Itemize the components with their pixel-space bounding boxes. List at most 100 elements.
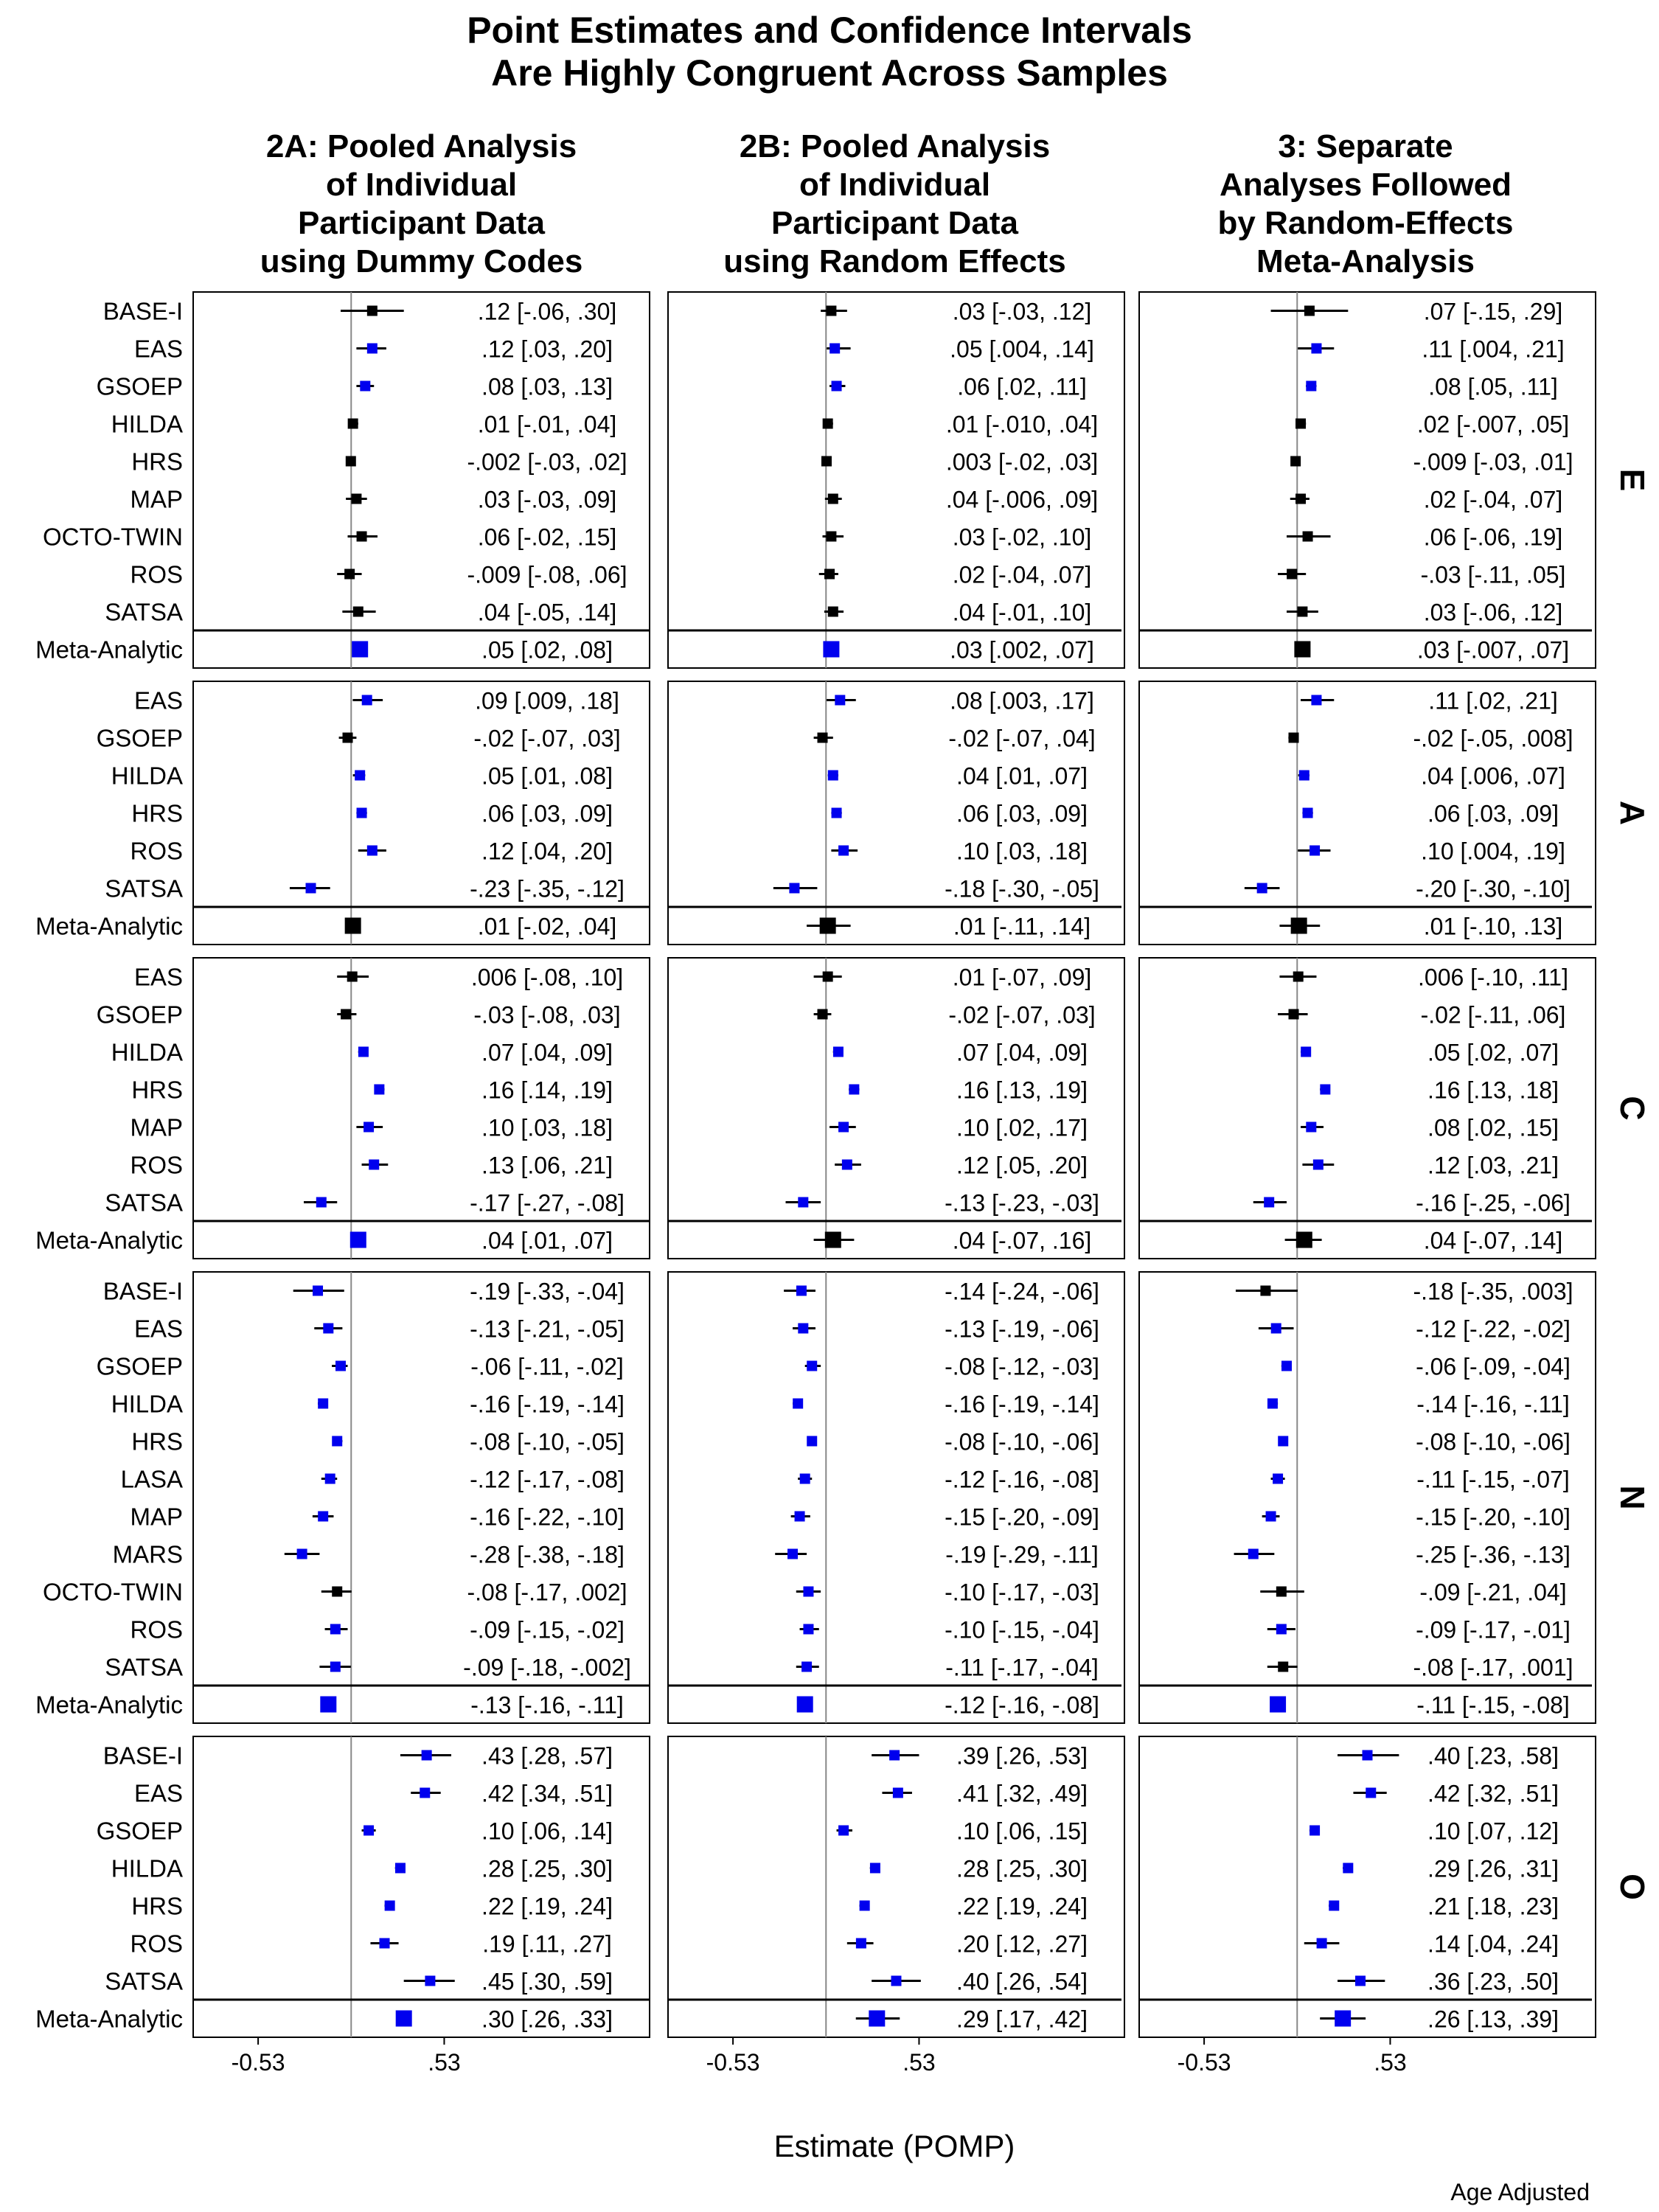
estimate-marker xyxy=(1290,456,1301,467)
estimate-label: -.25 [-.36, -.13] xyxy=(1416,1542,1571,1568)
meta-estimate-label: .04 [.01, .07] xyxy=(481,1228,613,1254)
estimate-label: -.23 [-.35, -.12] xyxy=(470,876,625,902)
caption: Age Adjusted xyxy=(1450,2179,1590,2205)
estimate-marker xyxy=(793,1398,804,1409)
estimate-marker xyxy=(323,1323,334,1334)
estimate-marker xyxy=(316,1197,327,1208)
estimate-marker xyxy=(356,531,367,542)
estimate-marker xyxy=(892,1787,903,1798)
estimate-marker xyxy=(356,807,367,818)
estimate-marker xyxy=(360,380,371,392)
panel-e: BASE-I EAS GSOEP HILDA HRS MAP OCTO-TWIN ROS SAT… xyxy=(35,291,1652,669)
estimate-marker xyxy=(827,770,838,781)
estimate-label: -.08 [-.10, -.05] xyxy=(470,1429,625,1455)
estimate-label: .11 [.004, .21] xyxy=(1422,336,1564,363)
estimate-label: -.009 [-.03, .01] xyxy=(1413,449,1573,476)
estimate-label: -.28 [-.38, -.18] xyxy=(470,1542,625,1568)
panel-o-col-3: .40 [.23, .58] .42 [.32, .51] .10 [.07, .1… xyxy=(1138,1736,1596,2038)
estimate-marker xyxy=(799,1473,810,1484)
column-title-2b-line: using Random Effects xyxy=(723,243,1066,279)
estimate-marker xyxy=(347,418,358,429)
estimate-marker xyxy=(838,845,849,856)
row-label-hrs: HRS xyxy=(131,1893,183,1920)
estimate-marker xyxy=(1343,1863,1354,1874)
row-label-ros: ROS xyxy=(130,1152,183,1179)
estimate-marker xyxy=(855,1938,866,1949)
estimate-label: -.09 [-.18, -.002] xyxy=(463,1655,631,1681)
estimate-label: -.19 [-.29, -.11] xyxy=(945,1542,1099,1568)
estimate-label: -.002 [-.03, .02] xyxy=(467,449,627,476)
row-label-eas: EAS xyxy=(134,964,183,991)
estimate-label: -.16 [-.19, -.14] xyxy=(945,1391,1099,1418)
estimate-marker xyxy=(330,1661,341,1672)
estimate-label: -.16 [-.25, -.06] xyxy=(1416,1190,1571,1217)
panel-frame xyxy=(667,957,1125,1259)
panel-a-col-2a: .09 [.009, .18] -.02 [-.07, .03] .05 [.01,… xyxy=(192,681,650,945)
estimate-marker xyxy=(1260,1285,1271,1296)
row-label-hilda: HILDA xyxy=(111,411,183,438)
panel-frame xyxy=(667,291,1125,669)
meta-estimate-label: .04 [-.07, .16] xyxy=(953,1228,1092,1254)
estimate-label: .21 [.18, .23] xyxy=(1427,1893,1559,1920)
estimate-marker xyxy=(1306,1121,1317,1133)
panel-frame xyxy=(667,1736,1125,2038)
estimate-label: .45 [.30, .59] xyxy=(481,1969,613,1995)
estimate-marker xyxy=(1311,343,1322,354)
row-label-ros: ROS xyxy=(130,561,183,588)
estimate-marker xyxy=(1256,883,1267,894)
row-label-ros: ROS xyxy=(130,1616,183,1644)
estimate-marker xyxy=(817,1009,828,1020)
estimate-label: .43 [.28, .57] xyxy=(481,1743,613,1770)
estimate-label: .08 [.05, .11] xyxy=(1428,374,1558,400)
estimate-marker xyxy=(869,1863,880,1874)
estimate-marker xyxy=(366,845,378,856)
meta-estimate-label: -.11 [-.15, -.08] xyxy=(1416,1692,1570,1719)
panel-a-col-3: .11 [.02, .21] -.02 [-.05, .008] .04 [.006… xyxy=(1138,681,1596,945)
estimate-marker xyxy=(364,1121,375,1133)
panel-frame xyxy=(1138,957,1596,1259)
estimate-label: .05 [.004, .14] xyxy=(950,336,1094,363)
estimate-label: .14 [.04, .24] xyxy=(1427,1931,1559,1958)
row-label-gsoep: GSOEP xyxy=(97,373,183,400)
estimate-label: .03 [-.03, .12] xyxy=(953,299,1092,325)
estimate-marker xyxy=(341,1009,352,1020)
meta-estimate-label: .29 [.17, .42] xyxy=(956,2006,1088,2033)
meta-estimate-label: -.12 [-.16, -.08] xyxy=(945,1692,1099,1719)
estimate-marker xyxy=(364,1825,375,1836)
estimate-label: -.10 [-.17, -.03] xyxy=(945,1579,1099,1606)
estimate-label: .12 [.03, .20] xyxy=(481,336,613,363)
row-label-map: MAP xyxy=(130,1503,183,1531)
meta-estimate-marker xyxy=(349,1231,366,1248)
estimate-marker xyxy=(832,1046,844,1057)
estimate-label: .04 [.006, .07] xyxy=(1421,763,1565,790)
estimate-label: .08 [.03, .13] xyxy=(481,374,613,400)
panel-a-col-2b: .08 [.003, .17] -.02 [-.07, .04] .04 [.01,… xyxy=(667,681,1125,945)
estimate-marker xyxy=(1248,1548,1259,1559)
panel-frame xyxy=(192,681,650,945)
estimate-label: .06 [-.06, .19] xyxy=(1424,524,1563,551)
estimate-marker xyxy=(1304,305,1315,316)
estimate-marker xyxy=(1276,1624,1287,1635)
estimate-label: -.09 [-.17, -.01] xyxy=(1416,1617,1571,1644)
panel-frame xyxy=(192,1736,650,2038)
estimate-label: .10 [.06, .15] xyxy=(956,1818,1088,1845)
panel-frame xyxy=(667,681,1125,945)
estimate-marker xyxy=(355,770,366,781)
panel-c-col-2a: .006 [-.08, .10] -.03 [-.08, .03] .07 [.04… xyxy=(192,957,650,1259)
row-label-eas: EAS xyxy=(134,687,183,714)
estimate-marker xyxy=(1295,418,1307,429)
estimate-marker xyxy=(801,1661,813,1672)
estimate-label: .11 [.02, .21] xyxy=(1428,688,1558,714)
estimate-marker xyxy=(1310,845,1321,856)
column-title-2a-line: Participant Data xyxy=(298,205,546,241)
estimate-marker xyxy=(379,1938,390,1949)
panel-e-col-2a: .12 [-.06, .30] .12 [.03, .20] .08 [.03, .… xyxy=(192,291,650,669)
estimate-label: -.06 [-.11, -.02] xyxy=(470,1354,624,1380)
estimate-label: -.08 [-.17, .001] xyxy=(1413,1655,1573,1681)
row-label-hilda: HILDA xyxy=(111,1039,183,1066)
column-title-3-line: Meta-Analysis xyxy=(1256,243,1475,279)
row-label-hilda: HILDA xyxy=(111,762,183,790)
estimate-label: -.15 [-.20, -.09] xyxy=(945,1504,1099,1531)
estimate-label: .06 [-.02, .15] xyxy=(478,524,617,551)
